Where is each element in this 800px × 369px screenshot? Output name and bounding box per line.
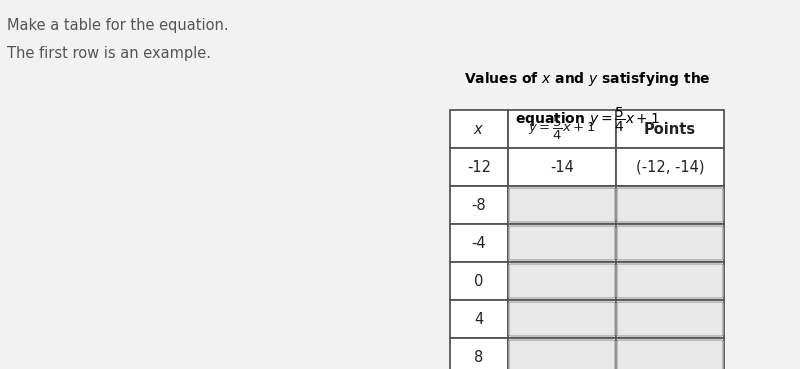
Bar (450, 110, 508, 148)
Bar (616, 262, 724, 300)
FancyBboxPatch shape (617, 302, 723, 336)
Bar (450, 262, 508, 300)
Text: 4: 4 (474, 311, 484, 327)
FancyBboxPatch shape (617, 188, 723, 222)
FancyBboxPatch shape (617, 226, 723, 260)
Text: -8: -8 (472, 197, 486, 213)
Text: -4: -4 (472, 235, 486, 251)
Text: Points: Points (644, 121, 696, 137)
Text: (-12, -14): (-12, -14) (636, 159, 704, 175)
Bar (616, 338, 724, 369)
Bar (508, 148, 616, 186)
Bar (450, 338, 508, 369)
Bar (450, 224, 508, 262)
Bar (450, 300, 508, 338)
FancyBboxPatch shape (617, 264, 723, 298)
Text: -12: -12 (467, 159, 491, 175)
Text: $x$: $x$ (474, 121, 485, 137)
Text: -14: -14 (550, 159, 574, 175)
FancyBboxPatch shape (509, 302, 615, 336)
Bar (616, 300, 724, 338)
Text: 0: 0 (474, 273, 484, 289)
Bar (450, 148, 508, 186)
Text: equation $y = \dfrac{5}{4}x + 1$: equation $y = \dfrac{5}{4}x + 1$ (514, 106, 659, 134)
FancyBboxPatch shape (509, 340, 615, 369)
FancyBboxPatch shape (509, 188, 615, 222)
Bar (508, 338, 616, 369)
Bar (508, 224, 616, 262)
Bar (616, 224, 724, 262)
Text: Make a table for the equation.: Make a table for the equation. (7, 18, 229, 33)
Bar (616, 110, 724, 148)
Bar (450, 186, 508, 224)
FancyBboxPatch shape (509, 226, 615, 260)
Bar (508, 300, 616, 338)
FancyBboxPatch shape (617, 340, 723, 369)
Text: $y = \dfrac{5}{4}x + 1$: $y = \dfrac{5}{4}x + 1$ (528, 116, 596, 142)
Text: Values of $x$ and $y$ satisfying the: Values of $x$ and $y$ satisfying the (464, 70, 710, 88)
Text: The first row is an example.: The first row is an example. (7, 46, 211, 61)
Text: 8: 8 (474, 349, 484, 365)
Bar (508, 186, 616, 224)
Bar (508, 262, 616, 300)
Bar (508, 110, 616, 148)
Bar (616, 186, 724, 224)
FancyBboxPatch shape (509, 264, 615, 298)
Bar (616, 148, 724, 186)
